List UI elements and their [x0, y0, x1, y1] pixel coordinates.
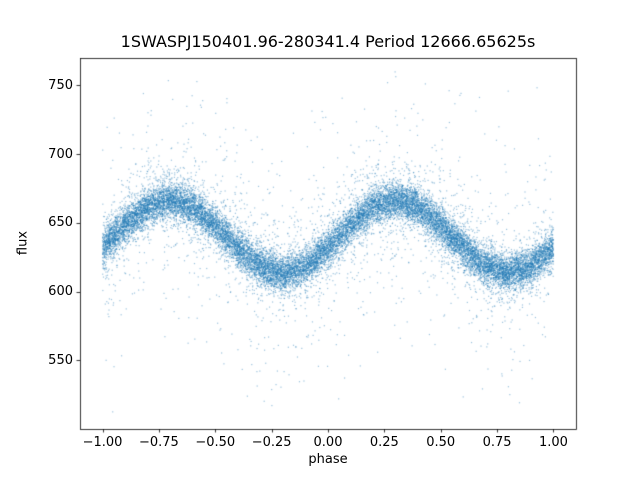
- y-tick-label: 600: [48, 284, 73, 300]
- x-tick-label: −0.75: [138, 435, 179, 450]
- y-tick-label: 550: [48, 352, 73, 368]
- x-tick-label: 0.00: [313, 435, 343, 450]
- x-tick-label: 0.75: [482, 435, 512, 450]
- x-tick-label: 0.25: [369, 435, 399, 450]
- x-tick-label: −1.00: [82, 435, 123, 450]
- chart-title: 1SWASPJ150401.96-280341.4 Period 12666.6…: [120, 32, 536, 51]
- y-tick-label: 700: [48, 146, 73, 162]
- y-tick-label: 750: [48, 77, 73, 93]
- x-tick-label: 1.00: [538, 435, 568, 450]
- y-tick-label: 650: [48, 215, 73, 231]
- x-tick-label: −0.25: [251, 435, 292, 450]
- y-axis-label: flux: [15, 230, 31, 256]
- x-tick-label: 0.50: [426, 435, 456, 450]
- x-axis-label: phase: [308, 452, 348, 467]
- x-tick-label: −0.50: [195, 435, 236, 450]
